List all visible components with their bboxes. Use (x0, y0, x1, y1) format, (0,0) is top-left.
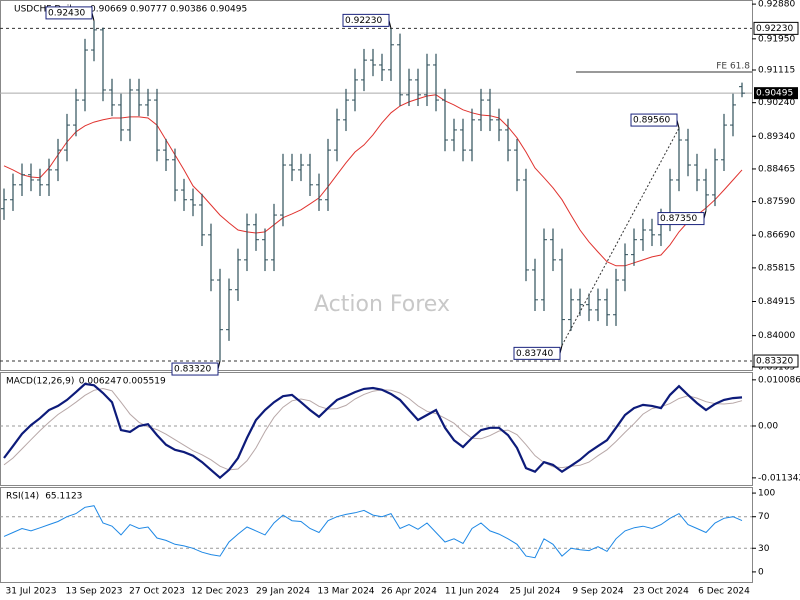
y-tick-label: 0.00 (758, 421, 778, 431)
last-price-box (754, 87, 798, 100)
last-low: 0.90386 (170, 5, 207, 15)
rsi-panel (0, 487, 753, 583)
y-tick-label: -0.011342 (758, 473, 800, 483)
y-tick-label: 0.84915 (758, 297, 795, 307)
annotation-box (342, 13, 390, 27)
level-label: 0.83320 (756, 357, 793, 367)
x-tick-label: 31 Jul 2023 (6, 587, 57, 597)
series-line (3, 387, 743, 471)
y-tick-label: 70 (758, 512, 770, 522)
last-open: 0.90669 (90, 5, 127, 15)
x-tick-label: 29 Jan 2024 (256, 587, 310, 597)
y-tick-label: 0.84000 (758, 331, 795, 341)
x-tick-label: 25 Jul 2024 (510, 587, 561, 597)
x-tick-label: 11 Jun 2024 (445, 587, 499, 597)
x-tick-label: 23 Oct 2024 (633, 587, 689, 597)
y-tick-label: 0.88465 (758, 164, 795, 174)
y-tick-label: 0.91115 (758, 66, 795, 76)
series-line (3, 505, 743, 559)
projection-trend (561, 127, 680, 346)
annotation-label: 0.92430 (48, 8, 85, 18)
annotation-box (513, 346, 561, 360)
y-tick-label: 0.92880 (758, 0, 795, 10)
annotation-label: 0.83320 (174, 365, 211, 375)
annotation-label: 0.87350 (660, 214, 697, 224)
panel-value: 65.1123 (45, 492, 82, 502)
x-tick-label: 6 Dec 2024 (698, 587, 750, 597)
level-label: 0.92230 (756, 24, 793, 34)
x-tick-label: 12 Dec 2023 (191, 587, 249, 597)
level-label-box (753, 354, 799, 368)
watermark: Action Forex (314, 292, 450, 317)
y-tick-label: 0.010086 (758, 375, 800, 385)
annotation-label: 0.92230 (345, 16, 382, 26)
level-label-box (753, 21, 799, 35)
annotation-box (630, 113, 678, 127)
annotation-box (45, 6, 93, 20)
y-tick-label: 0.90240 (758, 98, 795, 108)
last-price-label: 0.90495 (756, 89, 793, 99)
y-tick-label: 0.91950 (758, 34, 795, 44)
annotation-label: 0.83740 (516, 349, 553, 359)
price-panel (0, 0, 753, 371)
y-tick-label: 0.89340 (758, 132, 795, 142)
panel-value: 0.005519 (123, 377, 166, 387)
x-tick-label: 26 Apr 2024 (381, 587, 437, 597)
x-tick-label: 27 Oct 2023 (129, 587, 185, 597)
annotation-label: 0.89560 (633, 116, 670, 126)
projection-label: FE 61.8 (716, 62, 750, 72)
x-tick-label: 9 Sep 2024 (572, 587, 624, 597)
y-tick-label: 0.87590 (758, 197, 795, 207)
y-tick-label: 0 (758, 567, 764, 577)
annotation-box (657, 212, 705, 226)
last-high: 0.90777 (130, 5, 167, 15)
x-tick-label: 13 Mar 2024 (317, 587, 374, 597)
panel-title: RSI(14) (6, 492, 39, 502)
panel-value: 0.006247 (79, 377, 122, 387)
macd-panel (0, 372, 753, 486)
last-close: 0.90495 (210, 5, 247, 15)
panel-title: MACD(12,26,9) (6, 377, 74, 387)
y-tick-label: 30 (758, 544, 770, 554)
moving-average (3, 94, 743, 267)
y-tick-label: 0.86690 (758, 231, 795, 241)
y-tick-label: 0.85815 (758, 263, 795, 273)
series-line (3, 382, 743, 480)
x-tick-label: 13 Sep 2023 (65, 587, 122, 597)
y-tick-label: 100 (758, 489, 775, 499)
annotation-box (171, 362, 219, 376)
